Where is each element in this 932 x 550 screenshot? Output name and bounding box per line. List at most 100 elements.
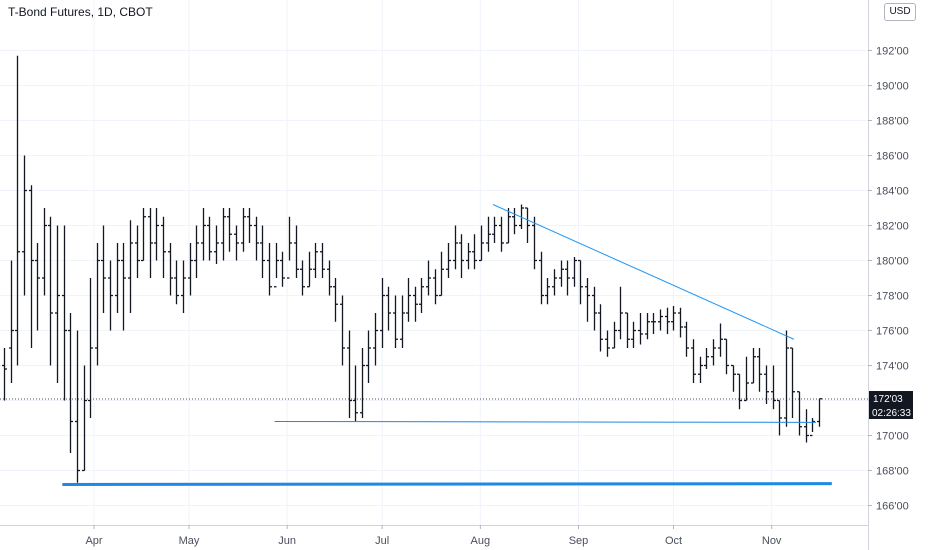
ohlc-bar (539, 251, 544, 305)
price-bars (2, 55, 822, 483)
ohlc-bar (419, 278, 424, 313)
ohlc-bar (353, 365, 358, 422)
ohlc-bar (75, 330, 80, 483)
ohlc-bar (764, 365, 769, 404)
ohlc-bar (718, 323, 723, 357)
ohlc-bar (194, 225, 199, 278)
ohlc-bar (744, 356, 749, 402)
ohlc-bar (731, 364, 736, 392)
ohlc-bar (62, 225, 67, 401)
ohlc-bar (121, 243, 126, 331)
ohlc-bar (360, 348, 365, 418)
ohlc-bar (512, 208, 517, 235)
ohlc-bar (55, 225, 60, 383)
ohlc-bar (42, 208, 47, 296)
ohlc-bar (797, 391, 802, 436)
x-tick-label: Oct (665, 535, 682, 547)
price-axis-labels: 166'00168'00170'00172'00174'00176'00178'… (868, 46, 909, 513)
countdown-tag: 02:26:33 (869, 405, 913, 419)
ohlc-bar (552, 269, 557, 296)
ohlc-bar (128, 220, 133, 313)
ohlc-bar (618, 286, 623, 340)
y-tick-label: 182'00 (876, 221, 909, 233)
ohlc-bar (645, 313, 650, 340)
x-tick-label: Jun (278, 535, 296, 547)
y-tick-label: 166'00 (876, 501, 909, 513)
ohlc-bar (181, 260, 186, 313)
ohlc-bar (585, 278, 590, 322)
ohlc-bar (254, 216, 259, 261)
ohlc-bar (9, 260, 14, 383)
ohlc-bar (678, 307, 683, 338)
ohlc-bar (631, 321, 636, 348)
countdown-label: 02:26:33 (872, 408, 911, 419)
ohlc-bar (532, 216, 537, 270)
ohlc-bar (426, 260, 431, 296)
ohlc-bar (135, 225, 140, 278)
vertical-grid (93, 0, 773, 525)
ohlc-bar (234, 225, 239, 261)
currency-button[interactable]: USD (884, 3, 916, 21)
ohlc-bar (572, 257, 577, 287)
ohlc-bar (95, 243, 100, 366)
ohlc-bar (684, 321, 689, 357)
ohlc-bar (227, 208, 232, 252)
ohlc-bar (499, 216, 504, 252)
downtrend-line[interactable] (492, 204, 795, 340)
ohlc-bar (817, 398, 822, 427)
ohlc-bar (605, 330, 610, 357)
ohlc-bar (300, 260, 305, 296)
x-tick-label: Apr (85, 535, 102, 547)
ohlc-bar (141, 208, 146, 262)
y-tick-label: 188'00 (876, 116, 909, 128)
ohlc-bar (247, 208, 252, 243)
ohlc-bar (784, 330, 789, 427)
ohlc-bar (413, 286, 418, 322)
ohlc-bar (453, 225, 458, 270)
ohlc-bar (373, 313, 378, 366)
ohlc-bar (15, 55, 20, 366)
ohlc-bar (724, 338, 729, 375)
ohlc-bar (433, 269, 438, 305)
x-tick-label: Nov (762, 535, 782, 547)
ohlc-bar (472, 234, 477, 270)
ohlc-bar (400, 295, 405, 348)
y-tick-label: 176'00 (876, 326, 909, 338)
last-price-tag: 172'03 (869, 391, 913, 405)
ohlc-bar (347, 330, 352, 418)
ohlc-bar (274, 243, 279, 288)
ohlc-bar (559, 260, 564, 287)
ohlc-bar (598, 304, 603, 352)
ohlc-bar (393, 295, 398, 348)
ohlc-bar (340, 295, 345, 366)
ohlc-bar (751, 348, 756, 384)
ohlc-bar (612, 321, 617, 349)
ohlc-bar (35, 243, 40, 331)
ohlc-bar (327, 260, 332, 296)
ohlc-bar (29, 185, 34, 348)
ohlc-bar (287, 216, 292, 279)
support-line[interactable] (274, 421, 817, 423)
ohlc-bar (492, 216, 497, 243)
y-tick-label: 170'00 (876, 431, 909, 443)
last-price-label: 172'03 (873, 394, 903, 405)
ohlc-bar (565, 260, 570, 296)
drawings[interactable] (62, 204, 832, 486)
ohlc-bar (101, 225, 106, 313)
ohlc-bar (704, 348, 709, 369)
ohlc-bar (651, 313, 656, 334)
ohlc-bar (698, 356, 703, 383)
ohlc-bar (439, 251, 444, 297)
x-tick-label: May (179, 535, 200, 547)
ohlc-bar (82, 365, 87, 472)
ohlc-bar (148, 208, 153, 278)
major-support-line[interactable] (62, 482, 832, 486)
ohlc-bar (241, 208, 246, 252)
ohlc-bar (545, 278, 550, 305)
ohlc-bar (804, 409, 809, 443)
x-tick-label: Aug (471, 535, 491, 547)
ohlc-bar (280, 251, 285, 287)
ohlc-bar (711, 339, 716, 366)
ohlc-bar (737, 373, 742, 410)
